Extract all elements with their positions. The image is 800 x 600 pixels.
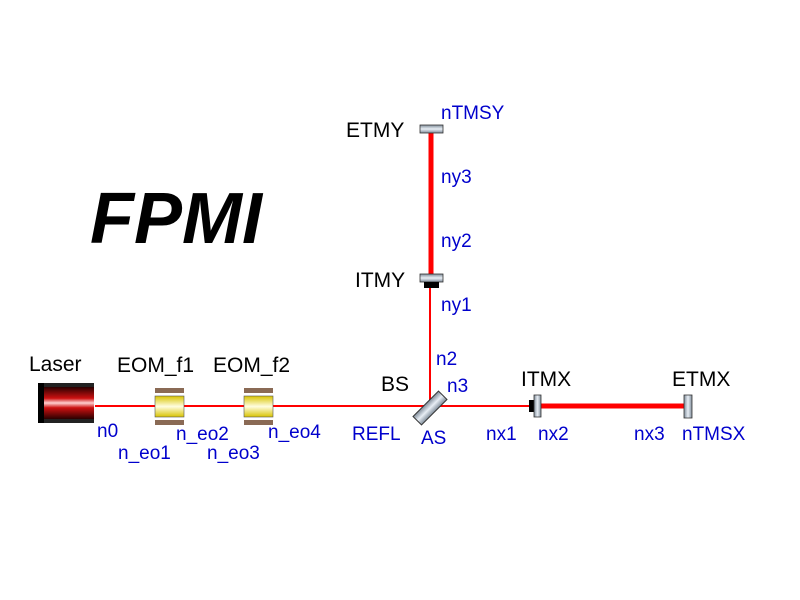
node-label-nx2: nx2 <box>538 424 569 445</box>
bs-label: BS <box>381 373 409 396</box>
itmy-mirror-icon[interactable] <box>419 273 444 288</box>
diagram-title: FPMI <box>90 179 264 259</box>
itmx-mirror-icon[interactable] <box>529 394 542 418</box>
node-label-ny1: ny1 <box>441 295 472 316</box>
eom-f1-icon[interactable] <box>154 388 185 425</box>
node-label-nx1: nx1 <box>486 424 517 445</box>
etmy-label: ETMY <box>346 119 404 142</box>
component-labels: Laser EOM_f1 EOM_f2 BS ITMX ETMX ITMY ET… <box>29 119 730 396</box>
node-label-refl: REFL <box>352 424 401 445</box>
node-label-n-eo1: n_eo1 <box>118 443 171 464</box>
eom-f1-label: EOM_f1 <box>117 354 194 377</box>
node-label-ny3: ny3 <box>441 167 472 188</box>
node-label-n2: n2 <box>436 349 457 370</box>
node-label-as: AS <box>421 428 446 449</box>
node-label-ntmsx: nTMSX <box>682 424 746 445</box>
laser-icon[interactable] <box>38 383 94 423</box>
etmy-mirror-icon[interactable] <box>419 124 444 134</box>
etmx-label: ETMX <box>672 368 730 391</box>
node-label-n-eo3: n_eo3 <box>207 443 260 464</box>
etmx-mirror-icon[interactable] <box>683 394 693 419</box>
node-label-n3: n3 <box>447 376 468 397</box>
node-label-n0: n0 <box>97 421 118 442</box>
itmx-label: ITMX <box>521 368 571 391</box>
node-label-ny2: ny2 <box>441 231 472 252</box>
beam-splitter-icon[interactable] <box>412 390 448 426</box>
node-labels: n0 n_eo1 n_eo2 n_eo3 n_eo4 REFL AS n2 n3… <box>97 103 746 464</box>
node-label-n-eo2: n_eo2 <box>176 424 229 445</box>
node-label-ntmsy: nTMSY <box>441 103 505 124</box>
eom-f2-label: EOM_f2 <box>213 354 290 377</box>
eom-f2-icon[interactable] <box>243 388 274 425</box>
itmy-label: ITMY <box>355 269 405 292</box>
laser-label: Laser <box>29 353 82 376</box>
node-label-nx3: nx3 <box>634 424 665 445</box>
node-label-n-eo4: n_eo4 <box>268 422 321 443</box>
